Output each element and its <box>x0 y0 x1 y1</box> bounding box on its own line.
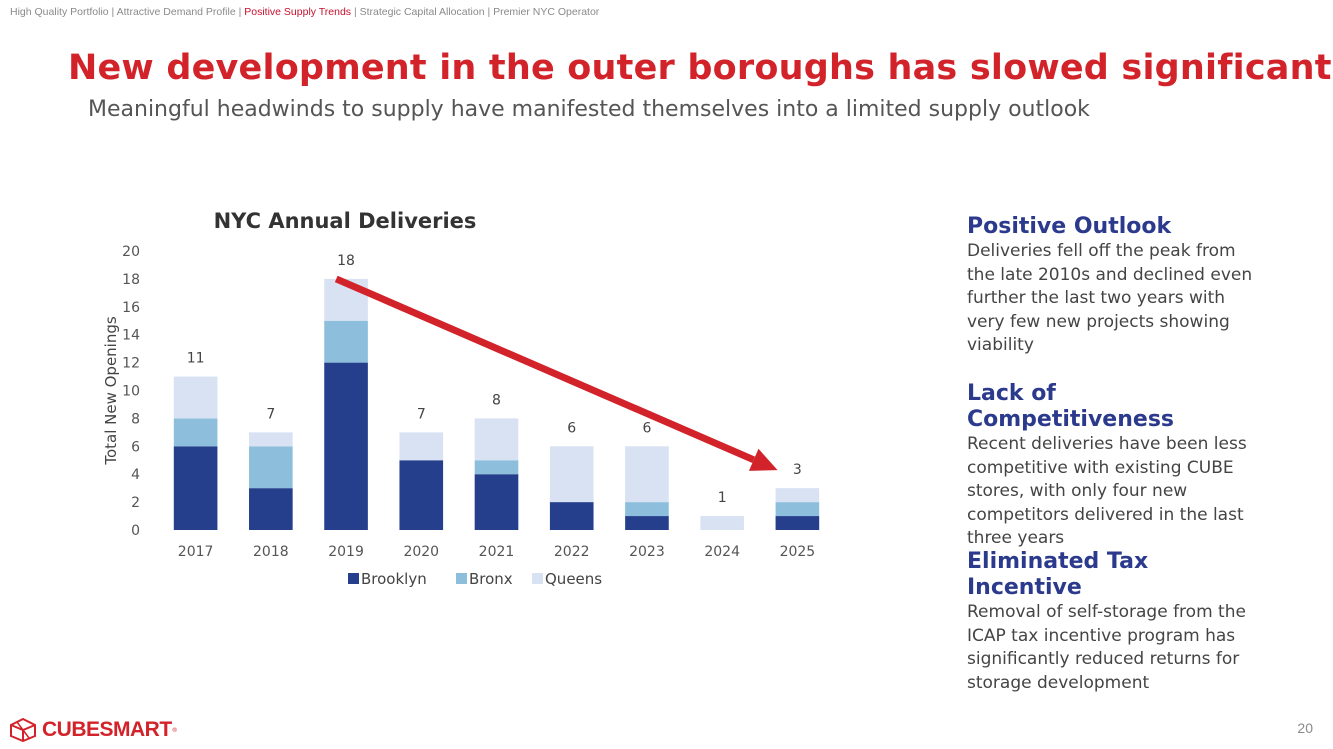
data-label-total: 8 <box>492 392 501 408</box>
bar-queens-2023 <box>625 446 669 503</box>
page-title: New development in the outer boroughs ha… <box>68 48 1333 88</box>
y-tick-label: 16 <box>122 300 140 316</box>
y-tick-label: 6 <box>131 439 140 455</box>
bar-brooklyn-2020 <box>399 460 444 530</box>
x-tick-label: 2024 <box>704 544 740 560</box>
y-tick-label: 0 <box>131 523 140 539</box>
x-tick-label: 2023 <box>629 544 665 560</box>
x-tick-label: 2020 <box>403 544 439 560</box>
y-tick-label: 18 <box>122 272 140 288</box>
x-tick-label: 2018 <box>253 544 289 560</box>
trend-arrow-head <box>748 448 778 471</box>
trend-arrow-line <box>334 275 756 464</box>
data-label-total: 7 <box>417 406 426 422</box>
y-tick-label: 2 <box>131 495 140 511</box>
section-body: Removal of self-storage from the ICAP ta… <box>967 602 1246 693</box>
bar-brooklyn-2025 <box>775 516 820 530</box>
breadcrumb-item-active[interactable]: Positive Supply Trends <box>244 6 352 18</box>
y-tick-label: 14 <box>122 328 140 344</box>
x-tick-label: 2019 <box>328 544 364 560</box>
section-heading: Lack of Competitiveness <box>967 381 1175 432</box>
page-subtitle: Meaningful headwinds to supply have mani… <box>88 97 1090 122</box>
bar-bronx-2018 <box>249 446 293 489</box>
breadcrumb-item[interactable]: Strategic Capital Allocation <box>359 6 485 18</box>
legend-entry-bronx: Bronx <box>469 570 513 588</box>
data-label-total: 6 <box>642 420 651 436</box>
bar-queens-2020 <box>399 432 444 461</box>
page-number: 20 <box>1297 720 1313 736</box>
y-tick-label: 10 <box>122 384 140 400</box>
bar-queens-2017 <box>173 376 218 419</box>
nyc-annual-deliveries-chart: NYC Annual Deliveries Total New Openings 0… <box>102 209 820 588</box>
bar-bronx-2019 <box>324 320 368 363</box>
breadcrumb-item[interactable]: Attractive Demand Profile <box>116 6 236 18</box>
data-label-total: 6 <box>567 420 576 436</box>
logo-text: CUBESMART <box>42 718 172 741</box>
bar-queens-2025 <box>775 488 820 503</box>
section-heading: Positive Outlook <box>967 214 1172 239</box>
x-tick-label: 2017 <box>178 544 214 560</box>
bar-brooklyn-2023 <box>625 516 669 530</box>
data-label-total: 1 <box>718 490 727 506</box>
breadcrumb-item[interactable]: Premier NYC Operator <box>493 6 600 18</box>
bar-brooklyn-2019 <box>324 362 368 530</box>
section-body: Recent deliveries have been less competi… <box>967 434 1247 548</box>
section-body: Deliveries fell off the peak from the la… <box>967 241 1253 355</box>
y-axis-label: Total New Openings <box>102 316 120 466</box>
bar-queens-2021 <box>474 418 519 461</box>
bar-bronx-2021 <box>474 460 519 475</box>
data-label-total: 7 <box>266 406 275 422</box>
cube-icon <box>10 718 36 742</box>
bar-brooklyn-2022 <box>549 502 594 530</box>
bar-brooklyn-2018 <box>249 488 293 530</box>
bar-brooklyn-2017 <box>173 446 218 530</box>
bar-queens-2022 <box>549 446 594 503</box>
chart-title: NYC Annual Deliveries <box>214 209 477 233</box>
section-eliminated-tax-incentive: Eliminated Tax Incentive Removal of self… <box>967 549 1267 695</box>
x-tick-label: 2025 <box>780 544 816 560</box>
bar-brooklyn-2021 <box>474 474 519 530</box>
bar-queens-2018 <box>249 432 293 447</box>
legend-entry-queens: Queens <box>545 570 602 588</box>
breadcrumb: High Quality Portfolio | Attractive Dema… <box>10 6 600 18</box>
y-tick-label: 20 <box>122 244 140 260</box>
data-label-total: 3 <box>793 462 802 478</box>
data-label-total: 18 <box>337 253 355 269</box>
y-tick-label: 4 <box>131 467 140 483</box>
data-label-total: 11 <box>187 351 205 367</box>
y-tick-label: 12 <box>122 356 140 372</box>
breadcrumb-item[interactable]: High Quality Portfolio <box>10 6 109 18</box>
legend-entry-brooklyn: Brooklyn <box>361 570 427 588</box>
section-lack-of-competitiveness: Lack of Competitiveness Recent deliverie… <box>967 381 1267 551</box>
legend-swatch-brooklyn <box>348 573 359 584</box>
section-heading: Eliminated Tax Incentive <box>967 549 1149 600</box>
bar-queens-2024 <box>700 516 744 530</box>
bar-bronx-2017 <box>173 418 218 447</box>
bar-bronx-2023 <box>625 502 669 517</box>
legend-swatch-queens <box>532 573 543 584</box>
cubesmart-logo: CUBESMART ® <box>10 718 178 742</box>
x-tick-label: 2022 <box>554 544 590 560</box>
y-tick-label: 8 <box>131 411 140 427</box>
legend-swatch-bronx <box>456 573 467 584</box>
section-positive-outlook: Positive Outlook Deliveries fell off the… <box>967 214 1267 358</box>
bar-bronx-2025 <box>775 502 820 517</box>
x-tick-label: 2021 <box>479 544 515 560</box>
